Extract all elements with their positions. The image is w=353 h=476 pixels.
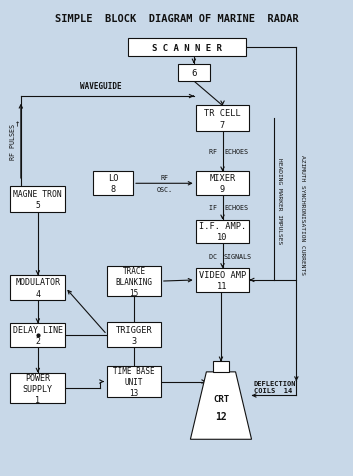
Bar <box>107 266 161 297</box>
Text: POWER
SUPPLY
1: POWER SUPPLY 1 <box>23 373 53 404</box>
Text: VIDEO AMP
11: VIDEO AMP 11 <box>199 270 246 290</box>
Text: CRT: CRT <box>213 394 229 403</box>
Text: S C A N N E R: S C A N N E R <box>152 43 222 52</box>
Text: DEFLECTION
COILS  14: DEFLECTION COILS 14 <box>254 380 297 393</box>
Text: TR CELL
7: TR CELL 7 <box>204 109 241 129</box>
Text: TRACE
BLANKING
15: TRACE BLANKING 15 <box>115 266 152 297</box>
Bar <box>196 220 250 244</box>
Text: SIGNALS: SIGNALS <box>224 253 252 259</box>
Text: I.F. AMP.
10: I.F. AMP. 10 <box>199 222 246 242</box>
Bar <box>178 64 210 82</box>
Text: TRIGGER
3: TRIGGER 3 <box>115 325 152 345</box>
Text: RF: RF <box>209 149 221 155</box>
Text: RF: RF <box>160 175 168 181</box>
Bar <box>11 324 65 347</box>
Text: TIME BASE
UNIT
13: TIME BASE UNIT 13 <box>113 366 155 397</box>
Text: OSC.: OSC. <box>156 187 172 193</box>
Bar <box>11 276 65 300</box>
Text: WAVEGUIDE: WAVEGUIDE <box>79 82 121 91</box>
Bar <box>196 268 250 292</box>
Bar <box>196 172 250 196</box>
Text: 6: 6 <box>191 69 197 78</box>
Text: DC: DC <box>209 253 221 259</box>
Text: IF: IF <box>209 205 221 211</box>
Text: 12: 12 <box>215 411 227 421</box>
Bar <box>107 367 161 397</box>
Bar <box>93 172 133 196</box>
Text: ECHOES: ECHOES <box>224 149 248 155</box>
Text: SIMPLE  BLOCK  DIAGRAM OF MARINE  RADAR: SIMPLE BLOCK DIAGRAM OF MARINE RADAR <box>55 14 298 24</box>
Text: ECHOES: ECHOES <box>224 205 248 211</box>
Bar <box>213 362 229 372</box>
Bar <box>11 186 65 212</box>
Text: AZIMUTH SYNCHRONISATION CURRENTS: AZIMUTH SYNCHRONISATION CURRENTS <box>300 155 305 275</box>
Text: HEADING MARKER IMPULSES: HEADING MARKER IMPULSES <box>277 158 282 243</box>
Text: MIXER
9: MIXER 9 <box>209 174 236 194</box>
Polygon shape <box>190 372 252 439</box>
Bar <box>196 106 250 132</box>
Bar <box>107 323 161 347</box>
Text: →: → <box>16 120 22 126</box>
Text: RF PULSES: RF PULSES <box>10 124 16 159</box>
Text: MAGNE TRON
5: MAGNE TRON 5 <box>13 189 62 209</box>
Text: LO
8: LO 8 <box>108 174 118 194</box>
Text: MODULATOR
4: MODULATOR 4 <box>16 278 60 298</box>
Text: DELAY LINE
2: DELAY LINE 2 <box>13 326 63 346</box>
Bar <box>11 373 65 404</box>
Bar <box>128 39 246 57</box>
